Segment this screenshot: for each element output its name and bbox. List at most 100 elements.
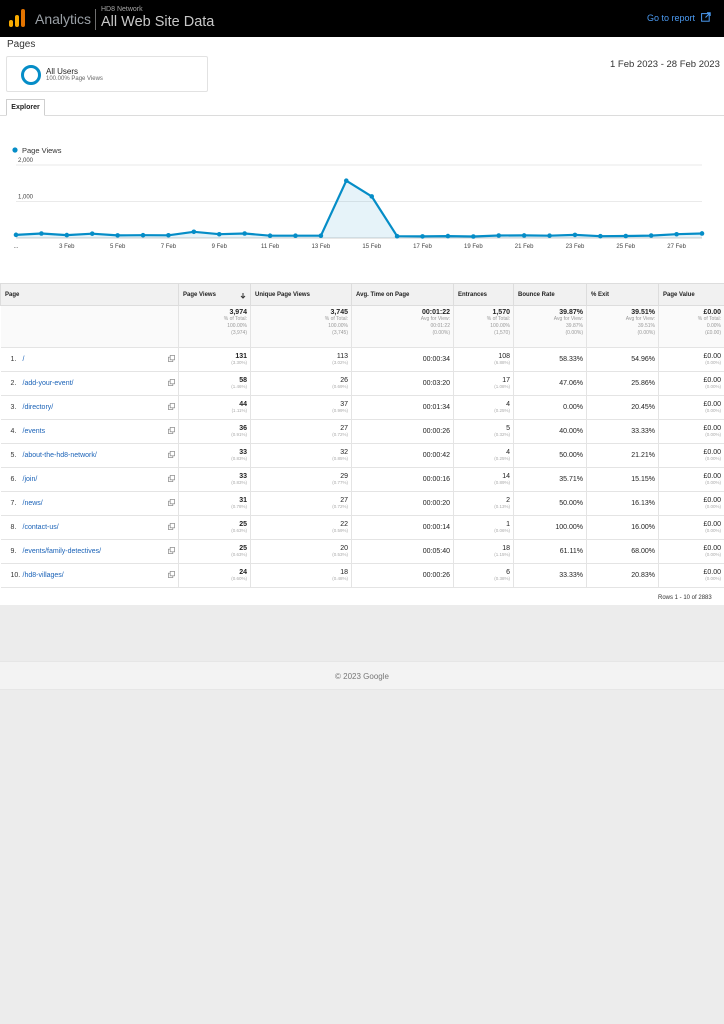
- open-external-icon[interactable]: [701, 12, 711, 22]
- column-header-label: Page Views: [183, 291, 216, 298]
- page-link[interactable]: /news/: [22, 500, 43, 507]
- column-header-bounce-rate[interactable]: Bounce Rate: [513, 283, 587, 306]
- data-point: [191, 229, 197, 235]
- page-value-cell-value: £0.00: [703, 377, 721, 384]
- avg-time-cell: 00:00:42: [351, 443, 454, 468]
- page-title: Pages: [7, 39, 36, 50]
- page-link[interactable]: /contact-us/: [22, 524, 59, 531]
- column-header-avg-time[interactable]: Avg. Time on Page: [351, 283, 454, 306]
- unique-page-views-cell: 113 (3.02%): [250, 347, 352, 372]
- page-cell: 10./hd8-villages/: [0, 563, 165, 588]
- open-page-icon[interactable]: [167, 451, 175, 458]
- total-page-value: £0.00% of Total: 0.00% (£0.00): [658, 305, 724, 348]
- column-header-page-value[interactable]: Page Value: [658, 283, 724, 306]
- open-page-icon-cell: [164, 491, 179, 516]
- column-header-entrances[interactable]: Entrances: [453, 283, 514, 306]
- entrances-cell: 5 (0.32%): [453, 419, 514, 444]
- bounce-rate-cell: 33.33%: [513, 563, 587, 588]
- column-header-page-views[interactable]: Page Views: [178, 283, 251, 306]
- page-link[interactable]: /add-your-event/: [22, 380, 74, 387]
- avg-time-cell: 00:00:26: [351, 563, 454, 588]
- open-page-icon[interactable]: [167, 379, 175, 386]
- page-views-cell-percent: (0.83%): [231, 480, 247, 485]
- open-page-icon[interactable]: [167, 403, 175, 410]
- avg-time-cell-value: 00:00:16: [422, 476, 450, 483]
- table-row: 7./news/31 (0.78%) 27 (0.72%) 00:00:20 2 (0.13…: [0, 491, 724, 516]
- totals-label-cell: [0, 305, 179, 348]
- data-point: [242, 231, 247, 236]
- page-link[interactable]: /events/family-detectives/: [22, 548, 102, 555]
- page-value-cell-percent: (0.00%): [705, 504, 721, 509]
- open-page-icon[interactable]: [167, 571, 175, 578]
- data-point: [39, 231, 44, 236]
- logo-bar-medium: [15, 15, 19, 27]
- open-page-icon[interactable]: [167, 547, 175, 554]
- page-value-cell: £0.00 (0.00%): [658, 347, 724, 372]
- entrances-cell-value: 14: [502, 473, 510, 480]
- open-page-icon[interactable]: [167, 499, 175, 506]
- entrances-cell-percent: (0.13%): [494, 504, 510, 509]
- data-point: [648, 233, 654, 238]
- logo-bar-small: [9, 20, 13, 27]
- tab-explorer[interactable]: Explorer: [6, 99, 45, 116]
- open-page-icon-cell: [164, 443, 179, 468]
- table-row: 6./join/33 (0.83%) 29 (0.77%) 00:00:16 14 (0.8…: [0, 467, 724, 492]
- date-range-picker[interactable]: 1 Feb 2023 - 28 Feb 2023: [610, 59, 720, 70]
- entrances-cell-percent: (0.25%): [494, 408, 510, 413]
- row-rank: 7.: [10, 500, 17, 507]
- page-link[interactable]: /events: [22, 428, 46, 435]
- view-name[interactable]: All Web Site Data: [101, 14, 215, 30]
- sort-descending-icon[interactable]: [240, 293, 246, 299]
- page-cell: 7. /news/: [0, 491, 165, 516]
- entrances-cell-value: 5: [506, 425, 510, 432]
- open-page-icon[interactable]: [167, 355, 175, 362]
- analytics-logo-icon[interactable]: [9, 9, 25, 27]
- report-panel: Pages All Users 100.00% Page Views 1 Feb…: [0, 37, 724, 605]
- page-link[interactable]: /hd8-villages/: [22, 572, 64, 579]
- page-cell: 3. /directory/: [0, 395, 165, 420]
- x-tick-label: 9 Feb: [212, 244, 228, 250]
- table-row: 5./about-the-hd8-network/33 (0.83%) 32 (0.8…: [0, 443, 724, 468]
- legend-label: Page Views: [22, 146, 62, 155]
- bounce-rate-cell: 35.71%: [513, 467, 587, 492]
- entrances-cell: 4 (0.25%): [453, 443, 514, 468]
- column-header-page[interactable]: Page: [0, 283, 179, 306]
- segment-card[interactable]: All Users 100.00% Page Views: [6, 56, 208, 92]
- page-value-cell-value: £0.00: [703, 569, 721, 576]
- page-link[interactable]: /join/: [22, 476, 38, 483]
- page-link[interactable]: /directory/: [22, 404, 54, 411]
- avg-time-cell: 00:00:26: [351, 419, 454, 444]
- logo-bar-large: [21, 9, 25, 27]
- row-rank: 1.: [10, 356, 17, 363]
- open-page-icon-cell: [164, 395, 179, 420]
- exit-cell: 21.21%: [586, 443, 659, 468]
- entrances-cell: 14 (0.89%): [453, 467, 514, 492]
- entrances-cell-percent: (1.15%): [494, 552, 510, 557]
- page-views-chart: Page Views 1,000 2,000... 3 Feb 5 Feb 7 Feb 9 …: [12, 146, 705, 250]
- page-value-cell: £0.00 (0.00%): [658, 491, 724, 516]
- page-views-cell-percent: (0.60%): [231, 576, 247, 581]
- header-divider: [95, 9, 96, 30]
- unique-page-views-cell-percent: (0.59%): [332, 528, 348, 533]
- data-point: [267, 233, 273, 239]
- page-value-cell-percent: (0.00%): [705, 480, 721, 485]
- open-page-icon[interactable]: [167, 475, 175, 482]
- page-link[interactable]: /about-the-hd8-network/: [22, 452, 97, 459]
- table-row: 4./events 36 (0.91%) 27 (0.72%) 00:00:26 5 (0.3…: [0, 419, 724, 444]
- page-cell: 5. /about-the-hd8-network/: [0, 443, 165, 468]
- x-tick-label: 17 Feb: [413, 244, 432, 250]
- avg-time-cell: 00:00:34: [351, 347, 454, 372]
- column-header-exit[interactable]: % Exit: [586, 283, 659, 306]
- exit-cell: 20.45%: [586, 395, 659, 420]
- data-point: [420, 234, 425, 239]
- entrances-cell-percent: (0.89%): [494, 480, 510, 485]
- page-link[interactable]: /: [22, 356, 25, 363]
- product-name[interactable]: Analytics: [35, 11, 92, 27]
- page-value-cell-value: £0.00: [703, 425, 721, 432]
- open-page-icon[interactable]: [167, 427, 175, 434]
- go-to-report-link[interactable]: Go to report: [647, 13, 696, 23]
- unique-page-views-cell-value: 18: [340, 569, 348, 576]
- column-header-unique-page-views[interactable]: Unique Page Views: [250, 283, 352, 306]
- segment-ring-icon: [21, 65, 41, 85]
- open-page-icon[interactable]: [167, 523, 175, 530]
